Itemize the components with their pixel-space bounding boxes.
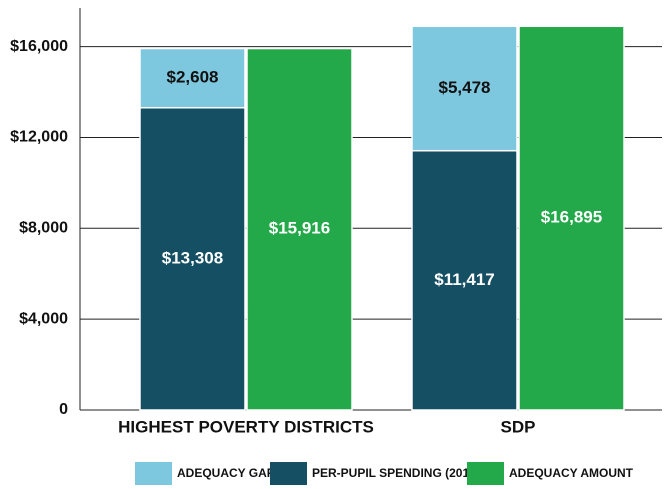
bar-segment [139, 107, 246, 411]
bar-segment [246, 47, 353, 411]
legend-swatch [270, 462, 307, 485]
value-label: $11,417 [434, 270, 495, 289]
y-tick-label: $12,000 [10, 129, 68, 146]
x-tick-label: SDP [501, 417, 536, 436]
value-label: $5,478 [439, 78, 491, 97]
value-label: $2,608 [167, 68, 219, 87]
legend-swatch [135, 462, 172, 485]
value-label: $15,916 [269, 219, 330, 238]
legend-swatch [467, 462, 504, 485]
bar-segment [518, 25, 625, 411]
y-tick-label: $4,000 [19, 310, 68, 327]
value-label: $16,895 [541, 208, 602, 227]
legend-label: ADEQUACY AMOUNT [509, 466, 634, 480]
y-tick-label: $16,000 [10, 38, 68, 55]
bar-segment [411, 25, 518, 152]
legend-label: ADEQUACY GAP [177, 466, 275, 480]
y-tick-label: 0 [59, 401, 68, 418]
bar-segment [139, 47, 246, 109]
y-tick-label: $8,000 [19, 220, 68, 237]
value-label: $13,308 [162, 248, 223, 267]
legend-label: PER-PUPIL SPENDING (2010$) [312, 466, 487, 480]
x-tick-label: HIGHEST POVERTY DISTRICTS [118, 417, 374, 436]
